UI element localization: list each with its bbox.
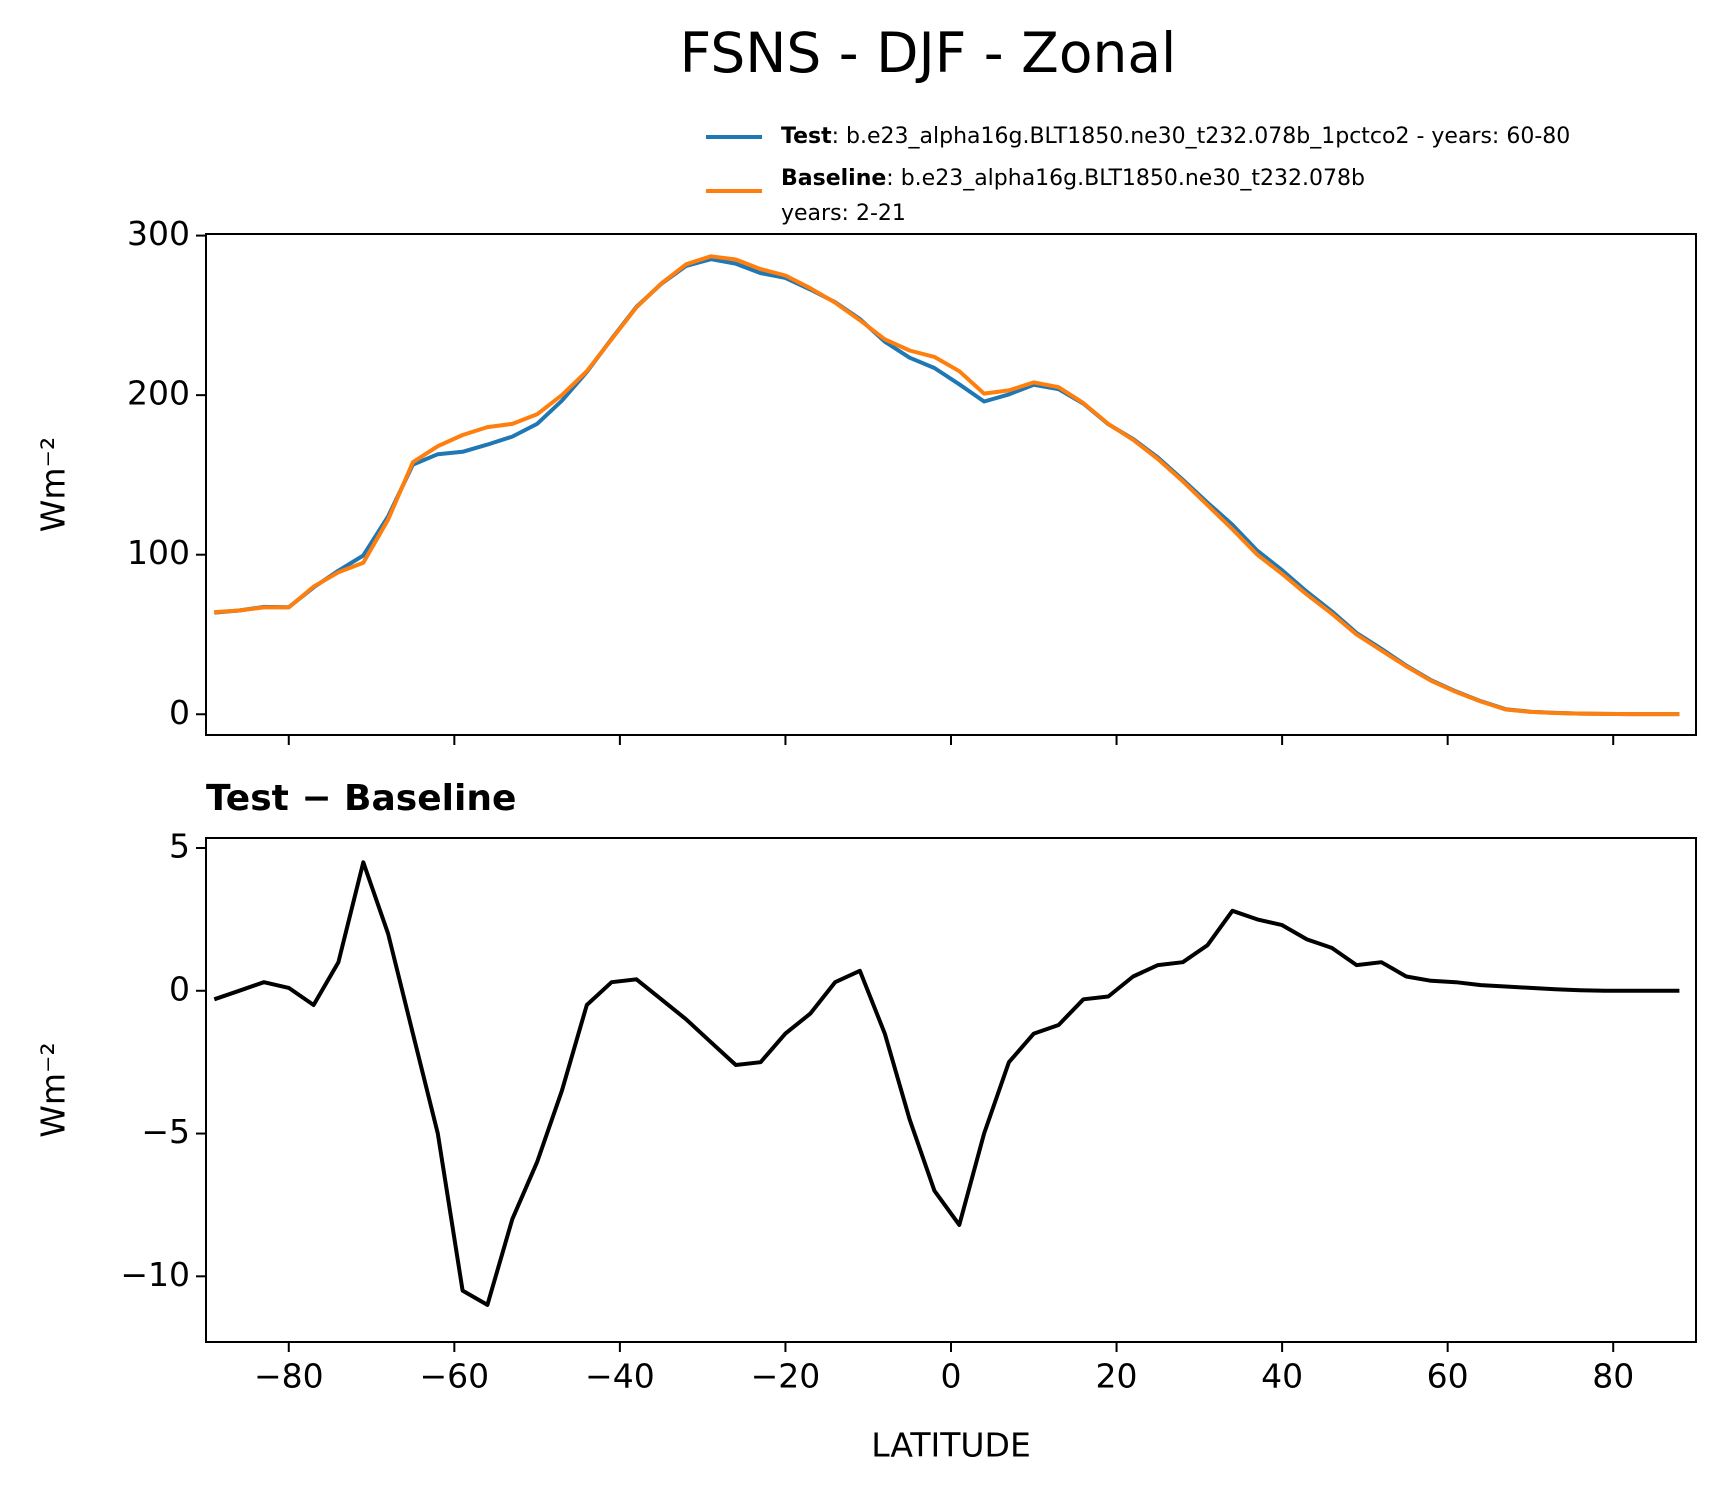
y-tick-label: 0	[169, 969, 190, 1008]
x-tick-label: 0	[941, 1357, 962, 1396]
x-tick-label: 80	[1592, 1357, 1634, 1396]
x-tick-label: −20	[751, 1357, 821, 1396]
y-tick-label: 300	[127, 214, 190, 253]
y-axis-label: Wm⁻²	[34, 437, 73, 532]
y-tick-label: 0	[169, 693, 190, 732]
y-tick-label: −10	[120, 1255, 190, 1294]
y-tick-label: 200	[127, 374, 190, 413]
figure-title: FSNS - DJF - Zonal	[680, 21, 1177, 85]
x-axis-label: LATITUDE	[871, 1426, 1031, 1465]
legend-entry: Test: b.e23_alpha16g.BLT1850.ne30_t232.0…	[781, 124, 1570, 149]
y-axis-label: Wm⁻²	[34, 1042, 73, 1137]
legend-entry: Baseline: b.e23_alpha16g.BLT1850.ne30_t2…	[781, 166, 1365, 191]
x-tick-label: 60	[1427, 1357, 1469, 1396]
legend-label: : b.e23_alpha16g.BLT1850.ne30_t232.078b_…	[832, 124, 1571, 149]
panel-title: Test − Baseline	[206, 778, 516, 819]
x-tick-label: 20	[1096, 1357, 1138, 1396]
x-tick-label: −80	[254, 1357, 324, 1396]
x-tick-label: −40	[585, 1357, 655, 1396]
y-tick-label: −5	[141, 1112, 190, 1151]
legend-name: Baseline	[781, 166, 886, 191]
x-tick-label: −60	[420, 1357, 490, 1396]
legend-label-line2: years: 2-21	[781, 201, 906, 226]
y-tick-label: 5	[169, 826, 190, 865]
data-line	[214, 254, 1680, 717]
y-tick-label: 100	[127, 533, 190, 572]
legend-label: : b.e23_alpha16g.BLT1850.ne30_t232.078b	[886, 166, 1365, 191]
legend-name: Test	[781, 124, 832, 149]
x-tick-label: 40	[1261, 1357, 1303, 1396]
data-line	[213, 860, 1680, 1307]
